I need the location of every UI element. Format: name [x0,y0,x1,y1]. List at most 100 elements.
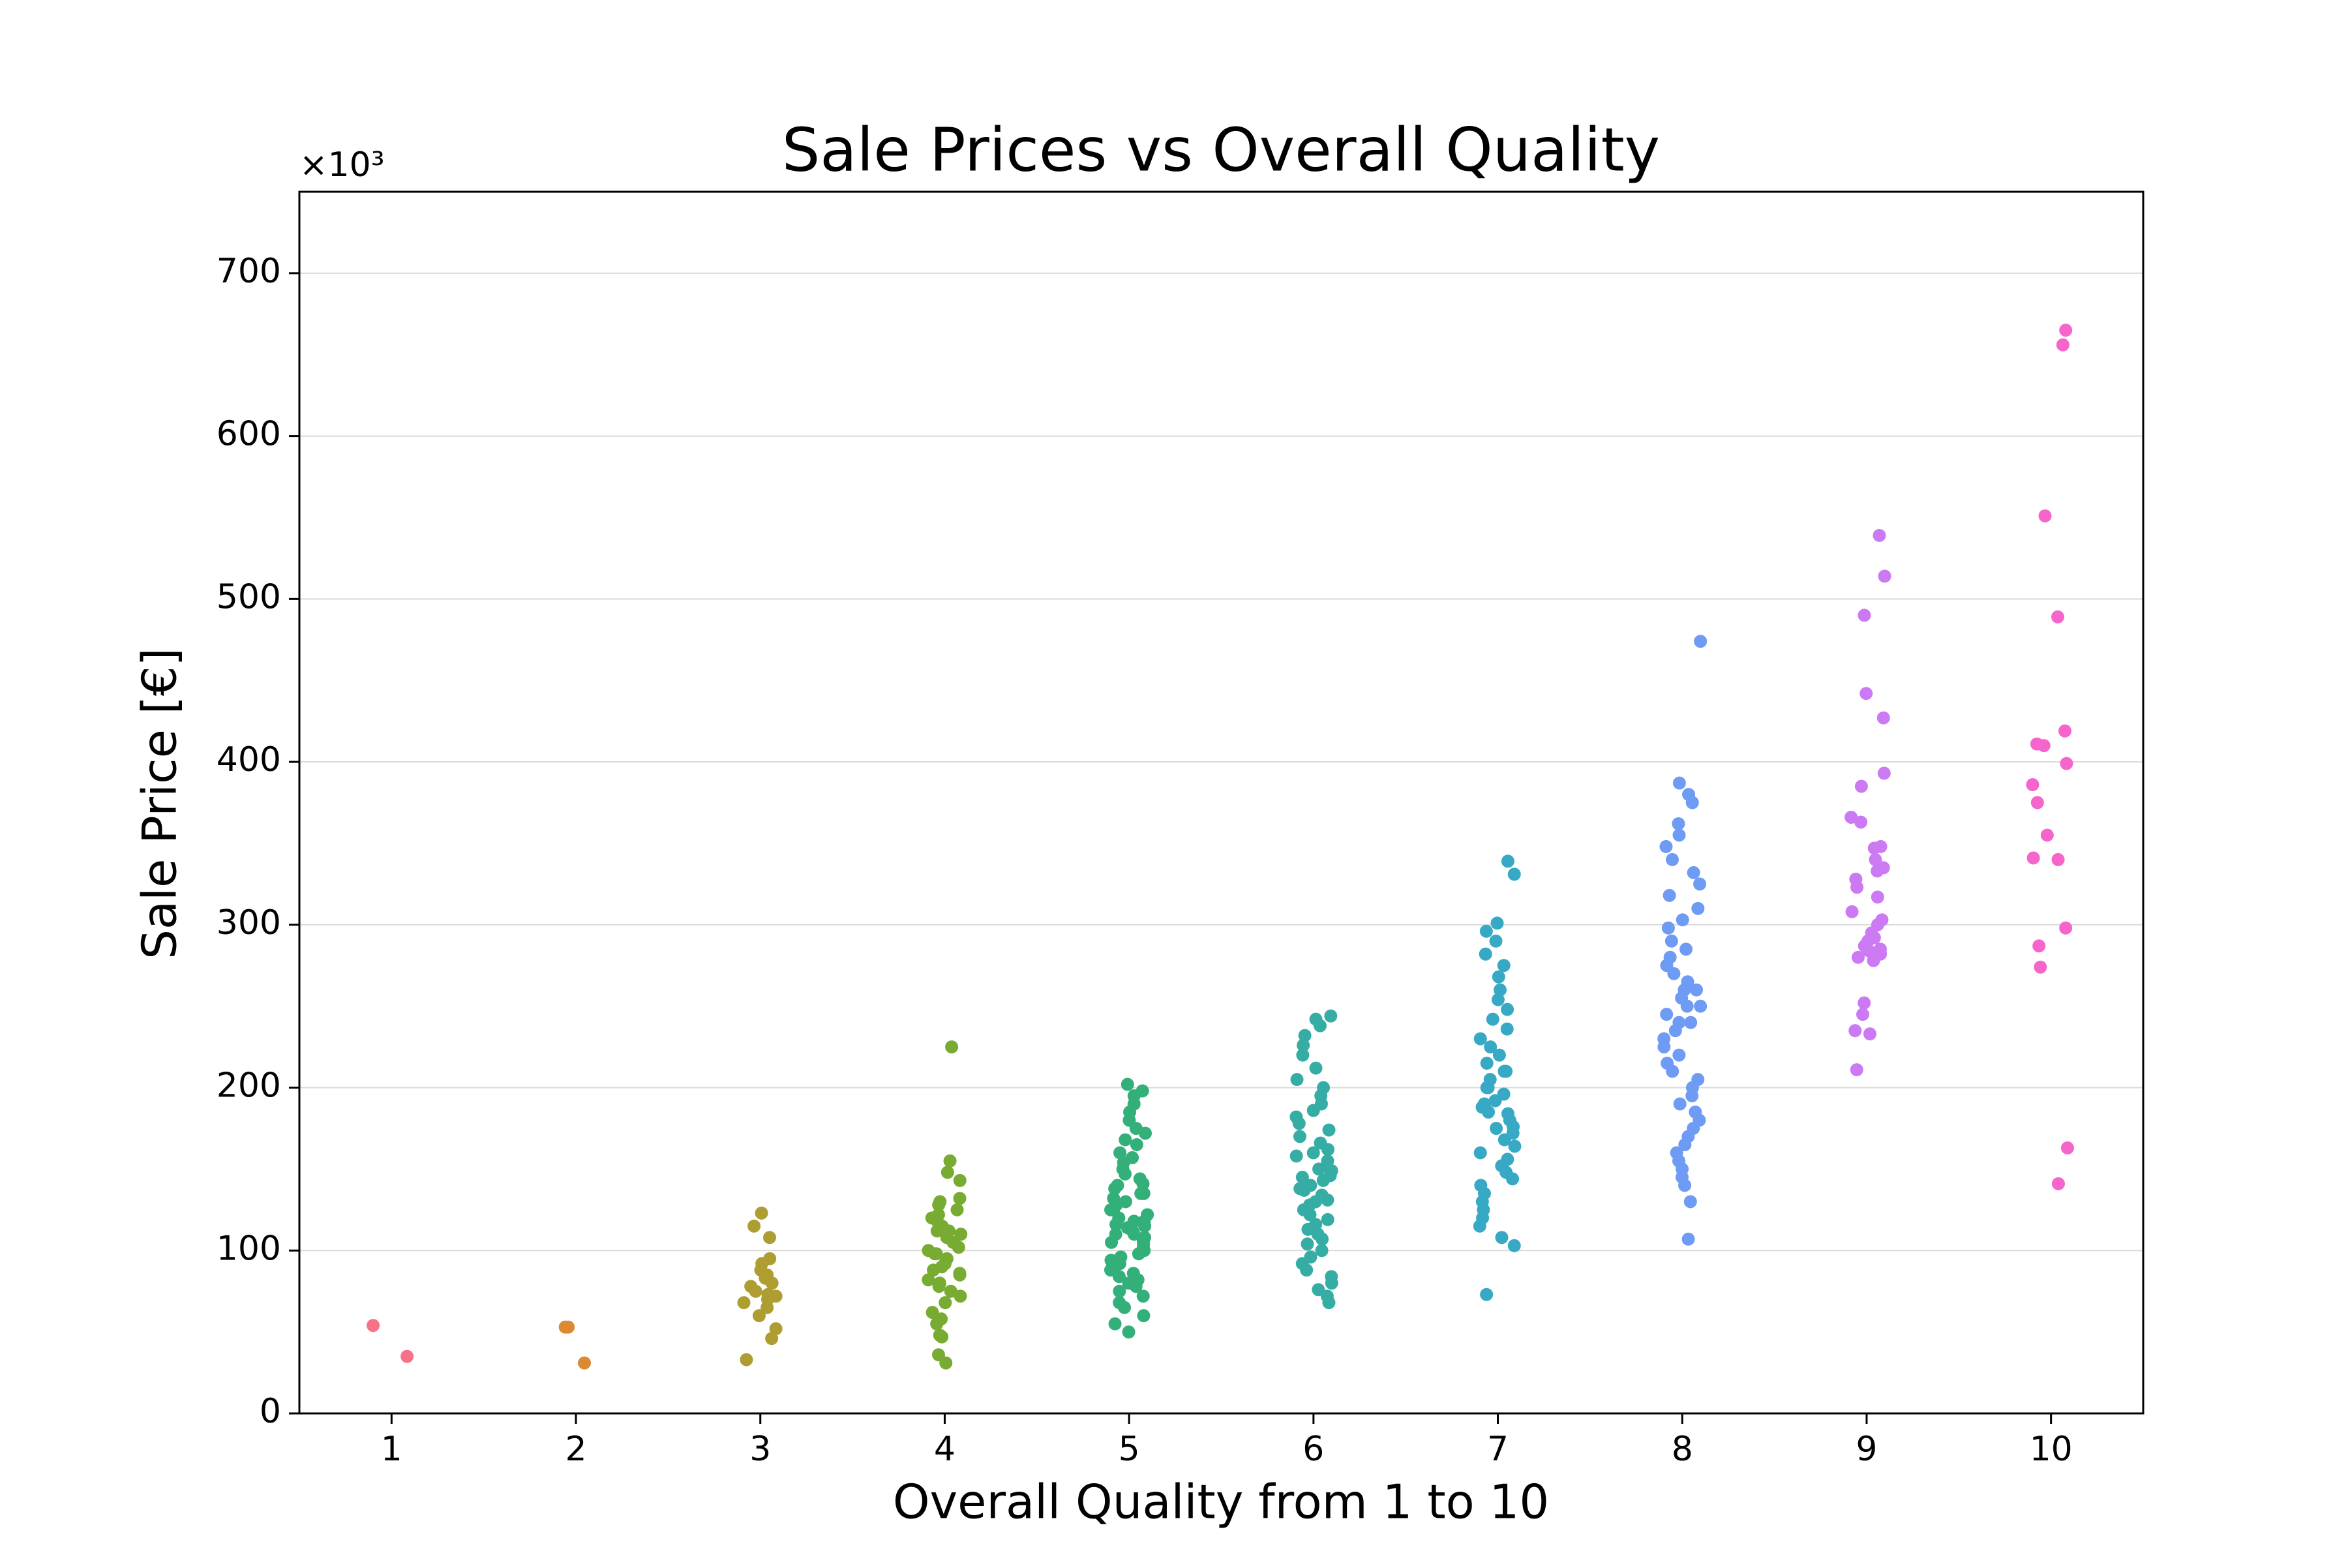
point [755,1206,768,1220]
point [1315,1244,1329,1258]
point [2038,509,2052,522]
point [1484,1040,1498,1054]
point [1854,815,1868,829]
x-tick-label: 1 [381,1430,402,1469]
point [1316,1173,1330,1187]
point [1661,921,1675,935]
point [1878,569,1891,583]
point [1672,776,1686,790]
point [1306,1104,1320,1117]
point [1316,1232,1329,1246]
point [1105,1235,1119,1249]
point [943,1154,957,1168]
point [1325,1276,1338,1290]
point [1293,1182,1307,1196]
point [1301,1237,1314,1251]
point [1488,1094,1502,1108]
point [1132,1247,1145,1261]
point [1672,817,1685,830]
point [1848,1024,1862,1038]
point [1668,1024,1682,1038]
point [737,1296,751,1310]
grid [299,272,2143,1414]
ticks: 0 100 200 300 400 500 600 700 1 2 3 4 5 6 7 8 9 10 [217,252,2073,1469]
point [1321,1213,1334,1226]
point [1850,881,1864,894]
y-tick-label: 0 [260,1392,281,1431]
point [1867,954,1880,967]
point [1507,867,1521,881]
point [1322,1296,1336,1310]
point [944,1284,957,1298]
point [1854,779,1868,793]
point [1858,609,1871,622]
point [1863,1027,1876,1041]
point [1683,1195,1697,1209]
plot-area [367,324,2074,1370]
point [1673,1097,1687,1111]
point [1112,1270,1126,1284]
point [1871,890,1884,904]
point [1104,1203,1118,1216]
point [1492,970,1505,984]
chart-title: Sale Prices vs Overall Quality [782,115,1660,185]
point [1694,635,1708,648]
point [1324,1009,1338,1023]
point [1138,1219,1152,1233]
point [1672,1048,1686,1062]
point [1303,1208,1317,1222]
point [1293,1130,1306,1143]
point [1301,1222,1315,1236]
point [939,1296,952,1310]
point [1473,1146,1487,1160]
y-tick-label: 100 [217,1229,281,1268]
point [1869,852,1882,866]
point [558,1320,572,1334]
point [1691,901,1705,915]
point [1508,1139,1522,1153]
point [2059,324,2073,337]
point [1130,1138,1143,1151]
point [942,1224,956,1238]
point [1309,1195,1323,1209]
point [1122,1325,1136,1339]
point [2032,939,2046,953]
point [1289,1149,1303,1163]
point [1660,1008,1674,1021]
point [1498,1064,1511,1078]
point [2030,796,2044,809]
point [400,1349,414,1363]
point [1136,1289,1150,1303]
point [1844,810,1858,824]
point [367,1319,380,1333]
point [1693,877,1707,891]
point [1127,1228,1141,1241]
point [1137,1186,1151,1200]
point [765,1276,779,1290]
point [1685,1089,1699,1103]
point [953,1267,967,1280]
point [2060,1141,2074,1154]
point [1295,1170,1309,1184]
point [1136,1177,1150,1190]
point [1111,1179,1124,1192]
point [1113,1146,1127,1160]
point [1876,711,1890,725]
point [927,1263,941,1277]
point [769,1322,783,1336]
point [1486,1012,1499,1026]
point [1492,1048,1506,1062]
point [1108,1317,1122,1331]
point [1290,1073,1304,1087]
point [1296,1048,1310,1062]
point [1871,864,1884,878]
point [930,1317,944,1331]
point [2060,757,2073,770]
point [1482,1105,1496,1119]
y-tick-label: 200 [217,1066,281,1106]
point [1858,996,1871,1010]
point [953,1192,967,1205]
point [945,1040,959,1054]
axes-frame [298,190,2145,1415]
point [1663,888,1676,902]
